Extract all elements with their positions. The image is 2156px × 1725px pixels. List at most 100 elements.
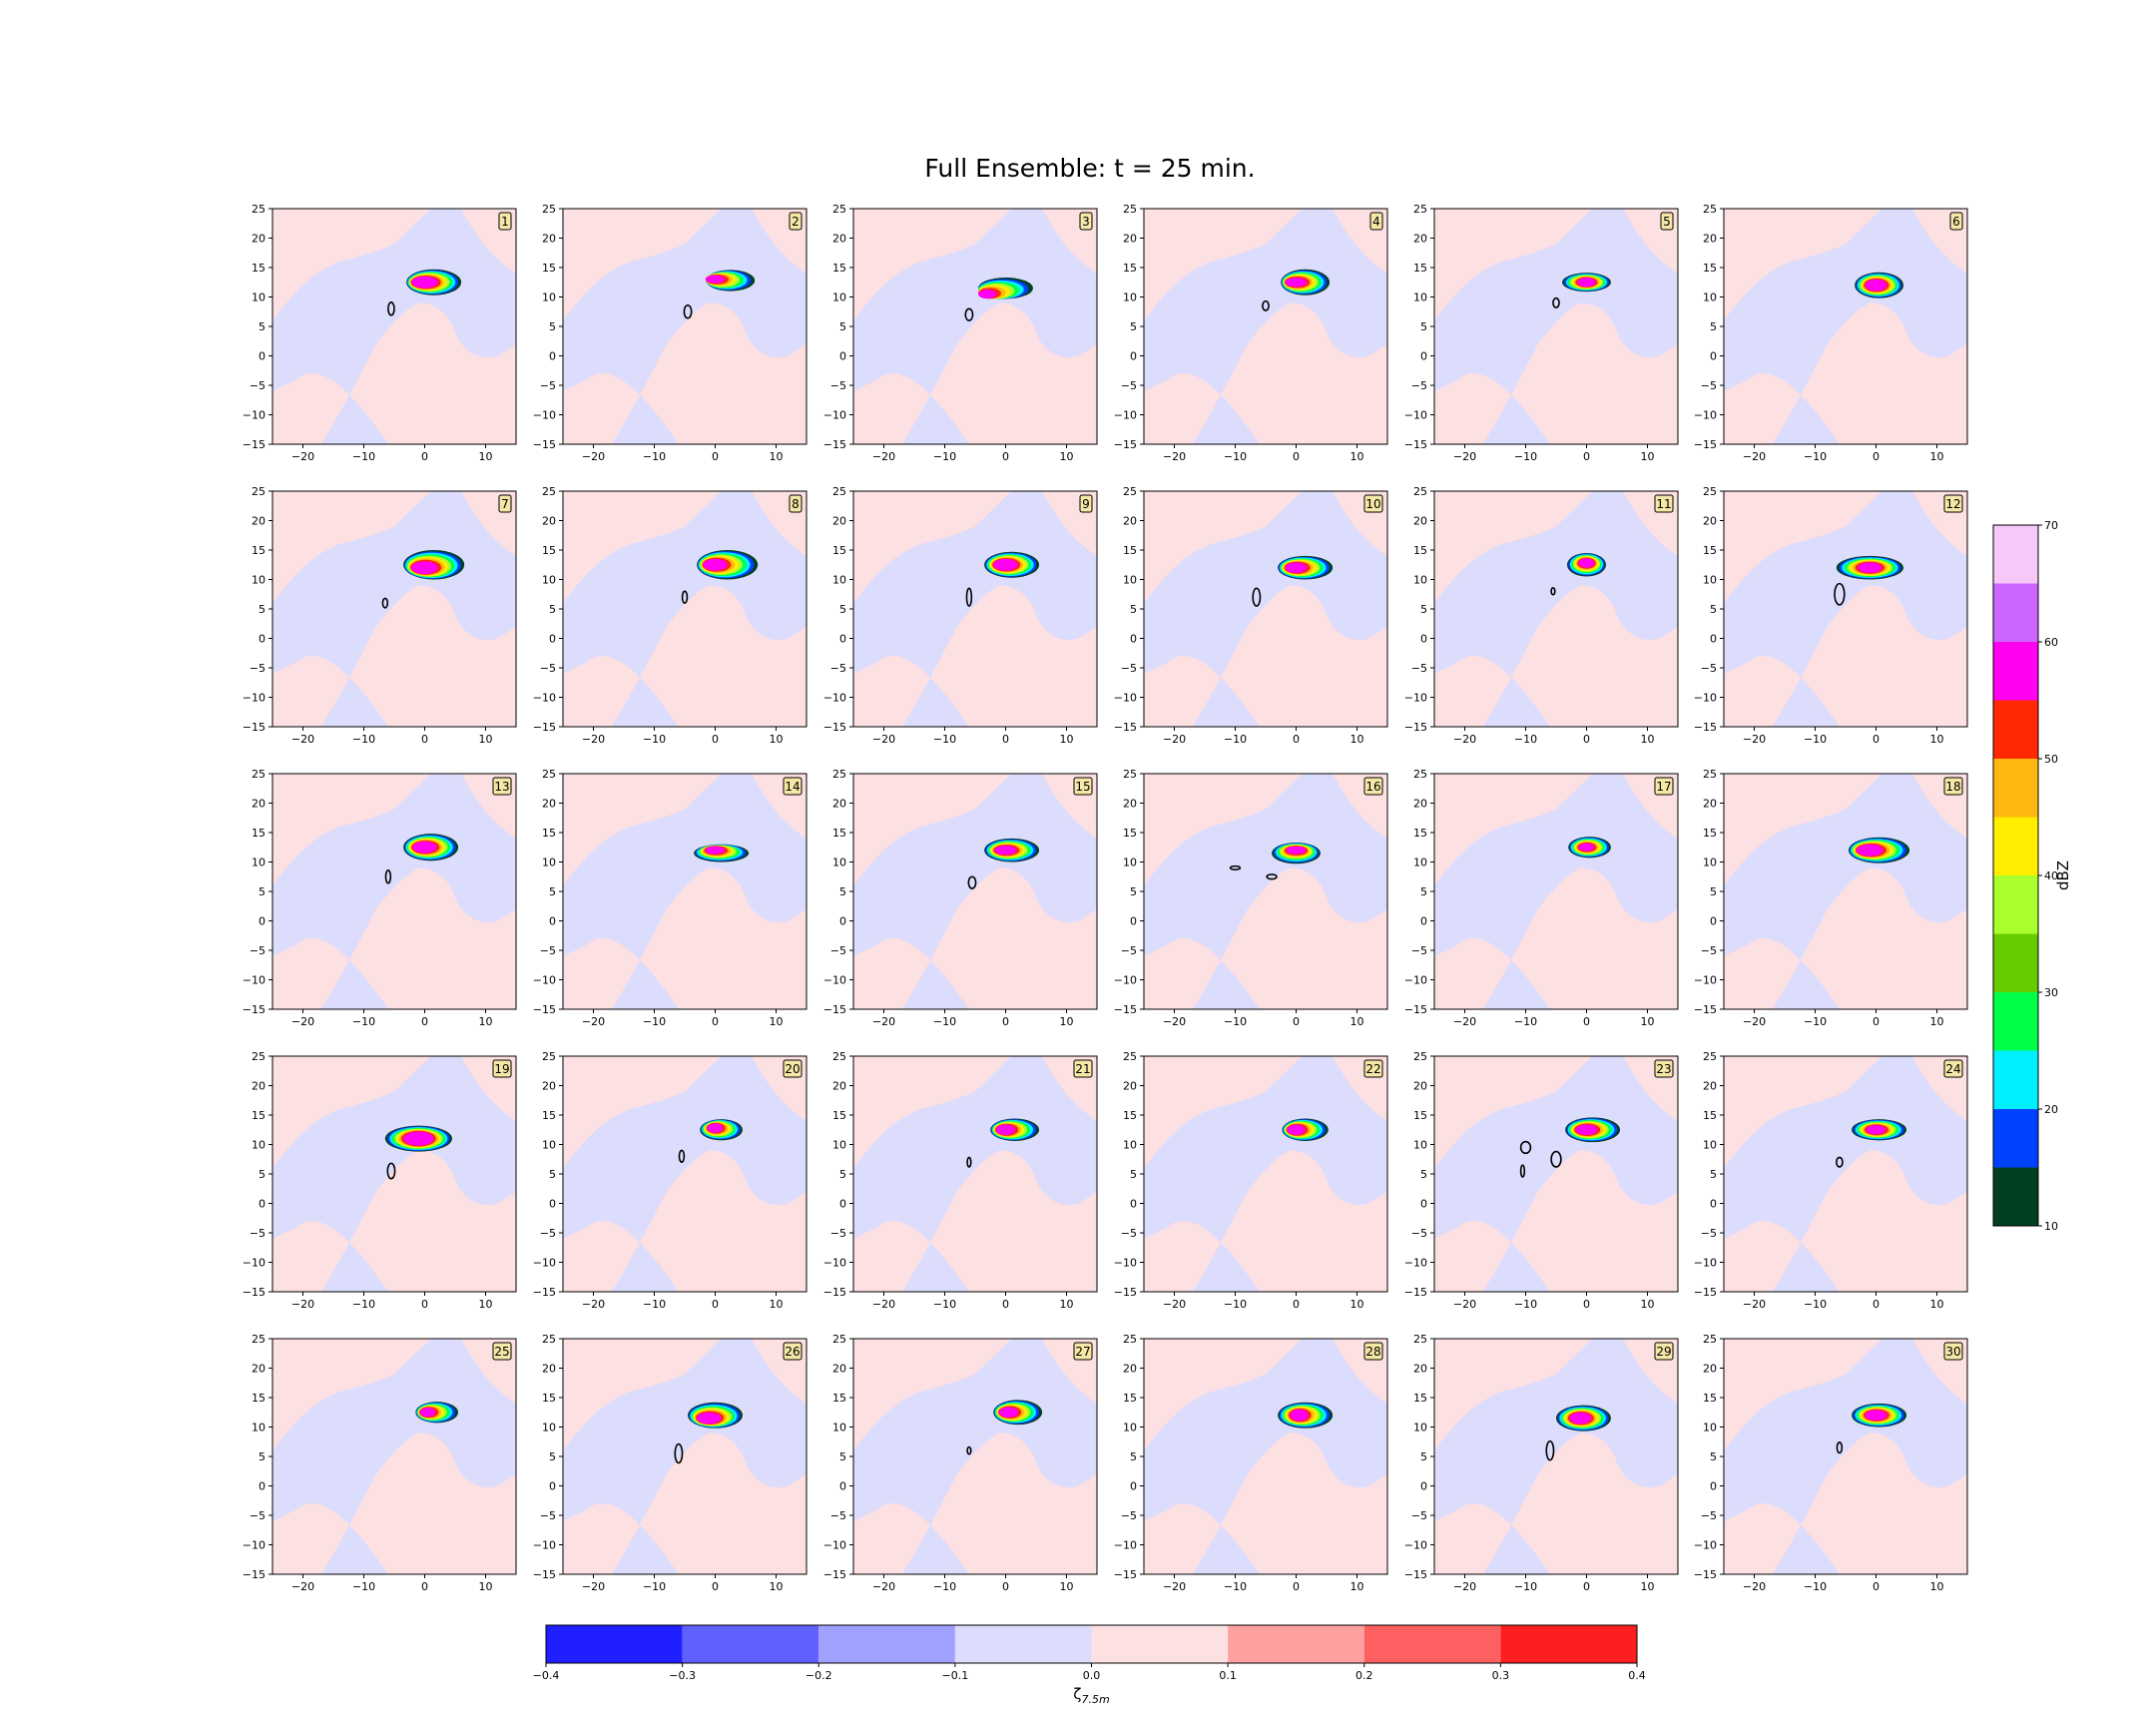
y-tick-label: −10 [1114, 1539, 1137, 1552]
x-tick-label: −20 [1163, 1580, 1186, 1593]
y-tick-label: −10 [1114, 409, 1137, 422]
panel-plot-area [563, 1056, 807, 1292]
member-label-box [1079, 212, 1093, 231]
y-tick-label: 20 [542, 233, 556, 246]
y-tick-label: −5 [1701, 944, 1717, 957]
member-label: 15 [1075, 780, 1090, 794]
dbz-tick-label: 20 [2044, 1103, 2058, 1116]
y-tick-label: −5 [1411, 1227, 1427, 1240]
ensemble-panel-17: −20 −10 0 10 −15 −10 −5 0 5 10 15 20 25 17 [1404, 768, 1679, 1028]
y-tick-label: 0 [549, 1480, 556, 1493]
panel-plot-area [1434, 774, 1678, 1009]
vorticity-positive-band [1434, 867, 1678, 1009]
y-tick-label: 20 [1413, 233, 1427, 246]
member-label-box [1073, 1342, 1093, 1361]
vorticity-tick-label: −0.1 [942, 1669, 969, 1682]
y-tick-label: 5 [1130, 885, 1137, 898]
y-tick-label: 0 [839, 350, 846, 363]
ensemble-panel-22: −20 −10 0 10 −15 −10 −5 0 5 10 15 20 25 22 [1114, 1050, 1388, 1311]
vorticity-positive-plume [1144, 1056, 1303, 1169]
y-tick-label: 10 [1413, 857, 1427, 869]
member-label-box [1943, 777, 1963, 796]
member-label-box [1363, 1059, 1383, 1078]
ensemble-panel-8: −20 −10 0 10 −15 −10 −5 0 5 10 15 20 25 8 [533, 485, 808, 746]
reflectivity-echo-layer [1285, 278, 1308, 288]
panel-plot-area [1724, 774, 1967, 1009]
reflectivity-echo-layer [411, 561, 438, 575]
member-label: 10 [1365, 497, 1380, 511]
y-tick-label: −10 [1404, 1257, 1427, 1270]
dbz-color-segment [1993, 1050, 2038, 1109]
y-tick-label: −15 [1114, 1003, 1137, 1016]
y-tick-label: 0 [1710, 915, 1717, 928]
x-tick-label: 0 [1293, 733, 1300, 746]
vorticity-positive-regions [1144, 209, 1387, 444]
panel-plot-area [1144, 1056, 1387, 1292]
vorticity-positive-band [853, 1433, 1097, 1574]
vorticity-color-segment [1500, 1625, 1637, 1663]
x-tick-label: −10 [643, 450, 666, 463]
y-tick-label: 10 [1413, 1139, 1427, 1152]
x-tick-label: 0 [1002, 733, 1009, 746]
vorticity-positive-plume [272, 774, 431, 886]
y-tick-label: 0 [1420, 1198, 1427, 1211]
y-tick-label: −15 [1114, 438, 1137, 451]
vorticity-positive-plume [853, 209, 1012, 321]
vorticity-color-segment [1363, 1625, 1501, 1663]
vorticity-positive-band [272, 867, 516, 1009]
y-tick-label: 20 [1703, 1363, 1717, 1376]
y-tick-label: −5 [830, 944, 846, 957]
vorticity-positive-regions [563, 209, 807, 444]
panel-plot-area [853, 209, 1097, 444]
x-tick-label: −20 [1743, 450, 1766, 463]
y-tick-label: −15 [823, 1003, 846, 1016]
panel-plot-area [272, 1339, 516, 1574]
member-label: 1 [501, 215, 509, 229]
y-tick-label: −5 [540, 1509, 556, 1522]
panel-plot-area [1724, 491, 1967, 727]
y-tick-label: −5 [1701, 662, 1717, 675]
y-tick-label: 5 [259, 1168, 266, 1181]
y-tick-label: 10 [1703, 857, 1717, 869]
vorticity-positive-band [1724, 867, 1967, 1009]
y-tick-label: 20 [1123, 1080, 1137, 1093]
y-tick-label: −5 [1411, 662, 1427, 675]
member-label: 11 [1656, 497, 1671, 511]
vorticity-positive-regions [272, 1056, 516, 1292]
x-tick-label: 10 [1350, 1015, 1364, 1028]
vorticity-positive-regions [853, 774, 1097, 1009]
vorticity-contour [678, 1149, 686, 1164]
y-tick-label: 15 [542, 262, 556, 275]
y-tick-label: 10 [1123, 291, 1137, 304]
y-tick-label: 5 [839, 885, 846, 898]
panel-plot-area [272, 774, 516, 1009]
y-tick-label: −15 [243, 721, 266, 734]
vorticity-positive-plume [272, 209, 431, 321]
x-tick-label: 10 [479, 1298, 493, 1311]
y-tick-label: 10 [832, 857, 846, 869]
vorticity-contour [965, 587, 973, 607]
x-tick-label: 0 [1293, 1015, 1300, 1028]
vorticity-positive-regions [853, 491, 1097, 727]
dbz-tick-label: 10 [2044, 1220, 2058, 1233]
x-tick-label: −20 [1743, 733, 1766, 746]
y-tick-label: −5 [540, 662, 556, 675]
dbz-color-segment [1993, 1167, 2038, 1226]
y-tick-label: 10 [1413, 291, 1427, 304]
y-tick-label: 5 [839, 603, 846, 616]
x-tick-label: 0 [1293, 1298, 1300, 1311]
y-tick-label: 15 [1703, 1109, 1717, 1122]
vorticity-contour [1550, 1150, 1562, 1168]
y-tick-label: 5 [549, 603, 556, 616]
vorticity-positive-band [1144, 1433, 1387, 1574]
ensemble-panel-3: −20 −10 0 10 −15 −10 −5 0 5 10 15 20 25 3 [823, 203, 1098, 463]
y-tick-label: 10 [832, 291, 846, 304]
panel-plot-area [563, 774, 807, 1009]
member-label: 8 [792, 497, 800, 511]
vorticity-positive-regions [1724, 774, 1967, 1009]
panel-plot-area [272, 209, 516, 444]
x-tick-label: −20 [291, 733, 314, 746]
x-tick-label: 0 [421, 1580, 428, 1593]
y-tick-label: 15 [252, 1109, 266, 1122]
reflectivity-echo-layer [995, 1124, 1016, 1136]
